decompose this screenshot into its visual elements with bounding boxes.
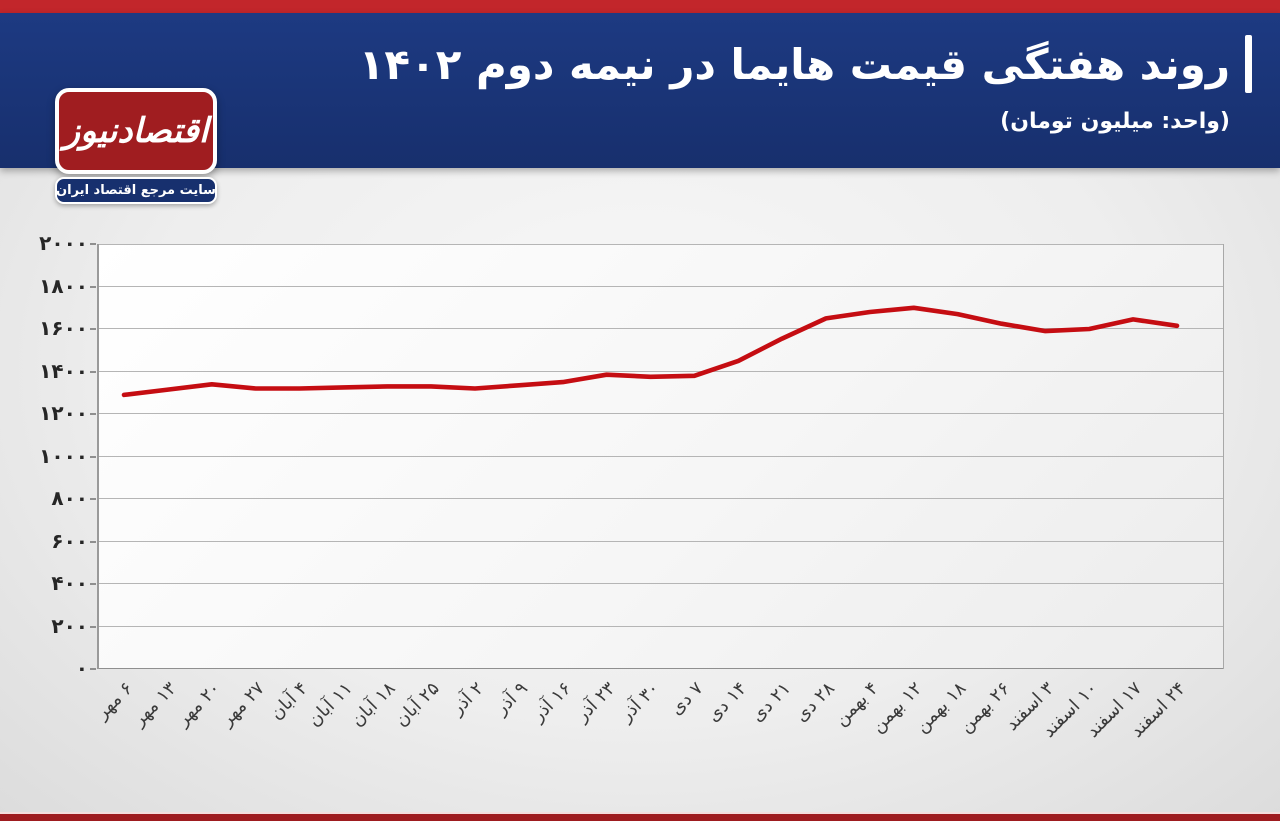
y-tick-mark (90, 328, 96, 330)
y-axis-label: ۲۰۰ (51, 613, 88, 638)
chart-unit-label: (واحد: میلیون تومان) (1000, 109, 1230, 134)
y-tick-mark (90, 583, 96, 585)
gridline-y-2000 (99, 244, 1223, 245)
y-tick-mark (90, 625, 96, 628)
plot-area (97, 244, 1224, 669)
gridline-y-0 (99, 668, 1223, 669)
gridline-y-400 (99, 583, 1223, 584)
y-tick-mark (90, 285, 96, 288)
gridline-y-200 (99, 625, 1223, 627)
y-tick-mark (90, 455, 96, 458)
x-axis-label-text: ۲۷ مهر (216, 678, 269, 731)
gridline-y-1800 (99, 285, 1223, 287)
y-axis-label: ۱۸۰۰ (39, 273, 88, 298)
y-axis-label: ۱۶۰۰ (39, 316, 88, 340)
title-accent-bar (1245, 35, 1252, 93)
x-axis-label-text: ۹ آذر (490, 678, 532, 720)
x-axis-label-text: ۲۱ دی (746, 678, 795, 727)
y-axis-label: ۶۰۰ (51, 528, 88, 553)
y-tick-mark (90, 498, 96, 500)
gridline-y-600 (99, 540, 1223, 542)
y-tick-mark (90, 370, 96, 373)
x-axis-label-text: ۲۳ آذر (571, 678, 620, 726)
bottom-red-stripe (0, 814, 1280, 821)
top-red-stripe (0, 0, 1280, 13)
gridline-y-800 (99, 498, 1223, 499)
logo-tagline: سایت مرجع اقتصاد ایران (55, 177, 217, 204)
x-axis-label-text: ۲۸ دی (790, 678, 839, 727)
logo-wordmark: اقتصادنیوز (55, 88, 217, 174)
x-axis-label-text: ۲ آذر (446, 678, 488, 720)
y-axis-label: ۱۲۰۰ (39, 401, 88, 425)
y-axis-label: ۸۰۰ (51, 486, 88, 510)
gridline-y-1600 (99, 328, 1223, 329)
y-axis-label: ۱۴۰۰ (39, 358, 88, 383)
price-series-line (121, 305, 1180, 398)
x-axis-label-text: ۲۰ مهر (172, 678, 225, 731)
chart-title: روند هفتگی قیمت هایما در نیمه دوم ۱۴۰۲ (358, 39, 1230, 89)
bottom-stripe-highlight (0, 812, 1280, 814)
x-axis-label-text: ۱۴ دی (702, 678, 752, 727)
gridline-y-1200 (99, 413, 1223, 414)
x-axis-label-text: ۱۱ آبان (303, 678, 357, 731)
y-axis-label: ۱۰۰۰ (39, 443, 88, 468)
title-row: روند هفتگی قیمت هایما در نیمه دوم ۱۴۰۲ (359, 35, 1252, 93)
x-axis-label-text: ۱۶ آذر (527, 678, 576, 726)
gridline-y-1400 (99, 370, 1223, 372)
y-axis-label: ۲۰۰۰ (39, 231, 88, 255)
price-line-chart (121, 305, 1180, 398)
x-axis-label-text: ۲۵ آبان (391, 678, 444, 731)
gridline-y-1000 (99, 455, 1223, 457)
eghtesadnews-logo: اقتصادنیوز سایت مرجع اقتصاد ایران (53, 88, 217, 204)
y-tick-mark (90, 668, 96, 670)
y-axis-label: ۰ (75, 656, 88, 680)
x-axis-label-text: ۷ دی (665, 678, 708, 720)
y-tick-mark (90, 243, 96, 245)
x-axis-label-text: ۳۰ آذر (615, 678, 664, 726)
y-tick-mark (90, 413, 96, 415)
x-axis-label-text: ۱۸ آبان (347, 678, 401, 731)
y-tick-mark (90, 540, 96, 543)
x-axis-label-text: ۱۳ مهر (128, 678, 181, 731)
y-axis-label: ۴۰۰ (51, 571, 88, 595)
